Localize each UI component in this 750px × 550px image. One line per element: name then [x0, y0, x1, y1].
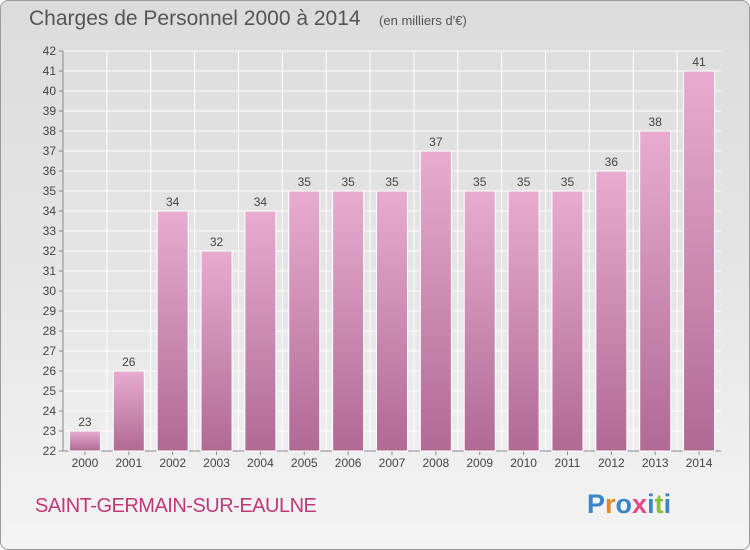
- logo-letter: i: [647, 489, 655, 519]
- bar-2012: [595, 170, 628, 452]
- title-block: Charges de Personnel 2000 à 2014 (en mil…: [29, 7, 467, 31]
- y-tick-label: 38: [43, 124, 57, 138]
- bar-2014: [683, 70, 716, 452]
- data-label: 36: [605, 155, 619, 169]
- bar-2004: [244, 210, 277, 452]
- data-label: 35: [561, 175, 575, 189]
- data-label: 38: [649, 115, 663, 129]
- y-tick-label: 32: [43, 244, 57, 258]
- x-tick-label: 2011: [555, 456, 581, 470]
- bar-2005: [288, 190, 321, 452]
- logo-letter: P: [587, 489, 606, 519]
- proxiti-logo[interactable]: Proxiti: [587, 489, 671, 520]
- logo-letter: x: [632, 489, 648, 519]
- data-label: 34: [254, 195, 268, 209]
- bar-2009: [463, 190, 496, 452]
- x-tick-label: 2005: [291, 456, 318, 470]
- x-tick-label: 2002: [159, 456, 186, 470]
- bar-2008: [419, 150, 452, 452]
- bar-2001: [112, 370, 145, 452]
- y-tick-label: 36: [43, 164, 57, 178]
- data-label: 34: [166, 195, 180, 209]
- y-tick-label: 24: [43, 404, 57, 418]
- data-label: 35: [298, 175, 312, 189]
- y-tick-label: 26: [43, 364, 57, 378]
- y-tick-label: 29: [43, 304, 57, 318]
- y-tick-label: 40: [43, 84, 57, 98]
- y-tick-label: 37: [43, 144, 57, 158]
- x-tick-label: 2001: [115, 456, 142, 470]
- data-label: 32: [210, 235, 224, 249]
- data-label: 41: [692, 55, 706, 69]
- y-tick-label: 42: [43, 44, 57, 58]
- bar-2006: [332, 190, 365, 452]
- bars: [68, 70, 716, 452]
- tick-labels: 22 23 24 25 26 27 28 29 30 31 32 33 34 35 36 37 38 39 40 41…: [43, 44, 713, 470]
- x-tick-label: 2000: [72, 456, 99, 470]
- commune-name: SAINT-GERMAIN-SUR-EAULNE: [35, 495, 317, 517]
- chart-subtitle: (en milliers d'€): [379, 13, 467, 28]
- x-tick-label: 2009: [466, 456, 493, 470]
- logo-letter: o: [615, 489, 633, 519]
- bar-2007: [376, 190, 408, 452]
- bar-2010: [507, 190, 540, 452]
- x-tick-label: 2014: [686, 456, 713, 470]
- x-tick-label: 2010: [510, 456, 537, 470]
- data-label: 23: [78, 415, 92, 429]
- data-label: 35: [473, 175, 487, 189]
- bar-2002: [156, 210, 189, 452]
- y-tick-label: 34: [43, 204, 57, 218]
- bar-2013: [639, 130, 672, 452]
- x-tick-label: 2004: [247, 456, 274, 470]
- bar-2003: [200, 250, 233, 452]
- x-tick-label: 2012: [598, 456, 625, 470]
- logo-letter: t: [654, 489, 664, 519]
- y-tick-label: 23: [43, 424, 57, 438]
- data-label: 35: [517, 175, 531, 189]
- y-tick-label: 31: [43, 264, 57, 278]
- bar-2000: [68, 430, 101, 452]
- x-tick-label: 2007: [379, 456, 406, 470]
- x-tick-label: 2003: [203, 456, 230, 470]
- data-label: 37: [429, 135, 443, 149]
- y-tick-label: 30: [43, 284, 57, 298]
- y-tick-label: 39: [43, 104, 57, 118]
- data-label: 35: [341, 175, 355, 189]
- y-tick-label: 33: [43, 224, 57, 238]
- y-tick-label: 28: [43, 324, 57, 338]
- x-tick-label: 2006: [335, 456, 362, 470]
- data-labels: 23 26 34 32 34 35 35 35 37 35 35 35 36 38 41: [78, 55, 706, 429]
- y-tick-label: 27: [43, 344, 57, 358]
- y-tick-label: 35: [43, 184, 57, 198]
- y-tick-label: 41: [43, 64, 57, 78]
- bar-2011: [551, 190, 584, 452]
- y-tick-label: 22: [43, 444, 57, 458]
- data-label: 26: [122, 355, 136, 369]
- logo-letter: i: [663, 489, 672, 519]
- y-tick-label: 25: [43, 384, 57, 398]
- x-tick-label: 2013: [642, 456, 669, 470]
- chart-title: Charges de Personnel 2000 à 2014: [29, 7, 361, 30]
- data-label: 35: [385, 175, 399, 189]
- logo-letter: r: [605, 489, 616, 519]
- x-tick-label: 2008: [423, 456, 450, 470]
